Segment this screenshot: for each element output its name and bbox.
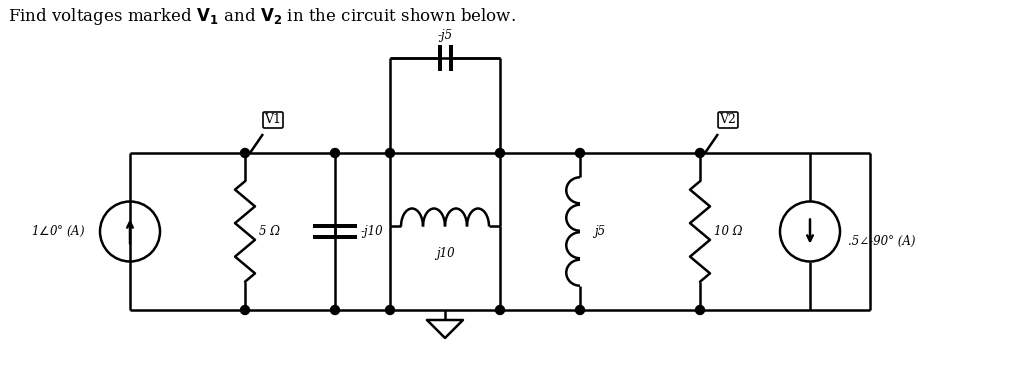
Text: -j5: -j5: [437, 29, 453, 42]
Circle shape: [331, 305, 340, 315]
Circle shape: [695, 149, 705, 158]
Circle shape: [496, 149, 505, 158]
Text: j5: j5: [594, 225, 605, 238]
Circle shape: [496, 305, 505, 315]
Text: V2: V2: [720, 114, 736, 126]
Text: .5∠-90° (A): .5∠-90° (A): [848, 235, 915, 248]
Text: V1: V1: [264, 114, 282, 126]
Circle shape: [575, 149, 585, 158]
Text: Find voltages marked $\mathbf{V_1}$ and $\mathbf{V_2}$ in the circuit shown belo: Find voltages marked $\mathbf{V_1}$ and …: [8, 6, 516, 27]
Circle shape: [241, 149, 250, 158]
Circle shape: [575, 305, 585, 315]
Circle shape: [695, 305, 705, 315]
Text: 5 Ω: 5 Ω: [259, 225, 280, 238]
Circle shape: [385, 149, 394, 158]
Text: 1$\angle$0° (A): 1$\angle$0° (A): [31, 224, 85, 239]
Text: j10: j10: [435, 246, 455, 260]
Circle shape: [385, 305, 394, 315]
Circle shape: [241, 305, 250, 315]
Circle shape: [331, 149, 340, 158]
Text: -j10: -j10: [361, 225, 384, 238]
Text: 10 Ω: 10 Ω: [714, 225, 742, 238]
